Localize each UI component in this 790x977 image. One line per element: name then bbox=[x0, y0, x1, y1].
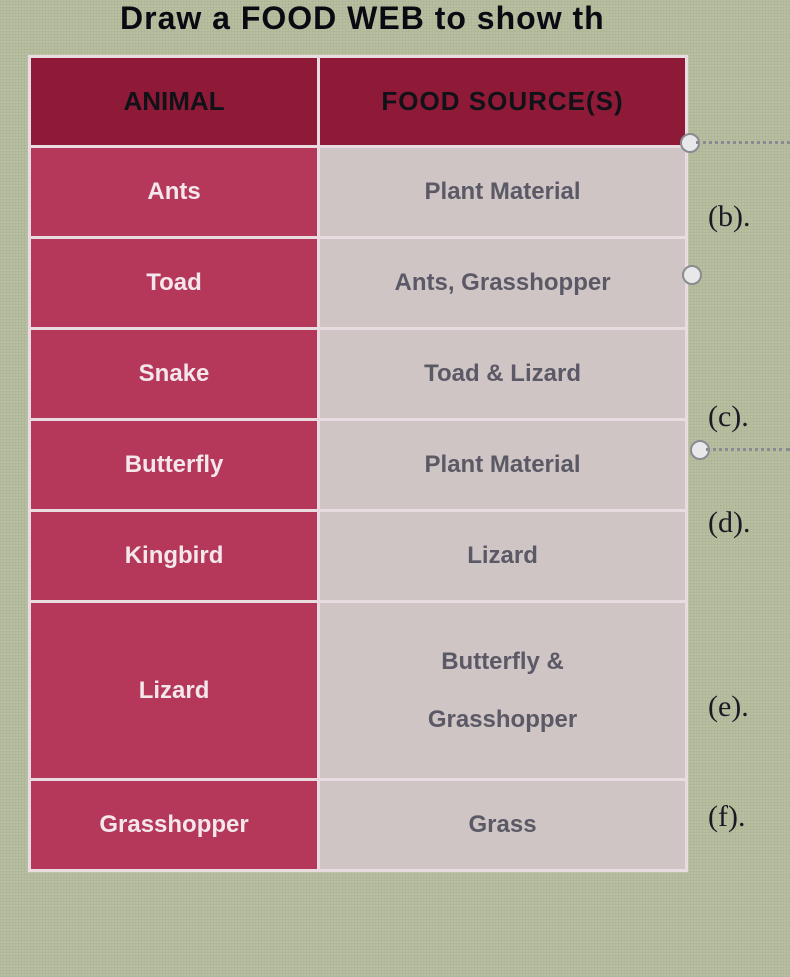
col-header-animal: ANIMAL bbox=[30, 57, 319, 147]
table-row: Ants Plant Material bbox=[30, 147, 687, 238]
side-label: (c). bbox=[708, 400, 749, 434]
cell-food: Grass bbox=[319, 780, 687, 871]
page-title-fragment: Draw a FOOD WEB to show th bbox=[120, 0, 790, 40]
table-row: Butterfly Plant Material bbox=[30, 420, 687, 511]
cell-animal: Butterfly bbox=[30, 420, 319, 511]
cell-animal: Toad bbox=[30, 238, 319, 329]
cell-animal: Grasshopper bbox=[30, 780, 319, 871]
guide-line bbox=[696, 141, 790, 144]
table-row: Kingbird Lizard bbox=[30, 511, 687, 602]
side-label: (e). bbox=[708, 690, 749, 724]
cell-food: Butterfly &Grasshopper bbox=[319, 602, 687, 780]
cell-food: Lizard bbox=[319, 511, 687, 602]
table-row: Toad Ants, Grasshopper bbox=[30, 238, 687, 329]
cell-animal: Ants bbox=[30, 147, 319, 238]
guide-line bbox=[706, 448, 790, 451]
table-header-row: ANIMAL FOOD SOURCE(S) bbox=[30, 57, 687, 147]
col-header-food: FOOD SOURCE(S) bbox=[319, 57, 687, 147]
table-row: Grasshopper Grass bbox=[30, 780, 687, 871]
cell-food: Plant Material bbox=[319, 147, 687, 238]
cell-food: Toad & Lizard bbox=[319, 329, 687, 420]
cell-animal: Snake bbox=[30, 329, 319, 420]
side-label: (f). bbox=[708, 800, 745, 834]
cell-food: Plant Material bbox=[319, 420, 687, 511]
cell-animal: Lizard bbox=[30, 602, 319, 780]
table-row: Snake Toad & Lizard bbox=[30, 329, 687, 420]
table-row: Lizard Butterfly &Grasshopper bbox=[30, 602, 687, 780]
side-label: (d). bbox=[708, 506, 750, 540]
foodweb-table: ANIMAL FOOD SOURCE(S) Ants Plant Materia… bbox=[28, 55, 688, 872]
cell-food: Ants, Grasshopper bbox=[319, 238, 687, 329]
resize-handle-icon[interactable] bbox=[682, 265, 702, 285]
side-label: (b). bbox=[708, 200, 750, 234]
cell-animal: Kingbird bbox=[30, 511, 319, 602]
